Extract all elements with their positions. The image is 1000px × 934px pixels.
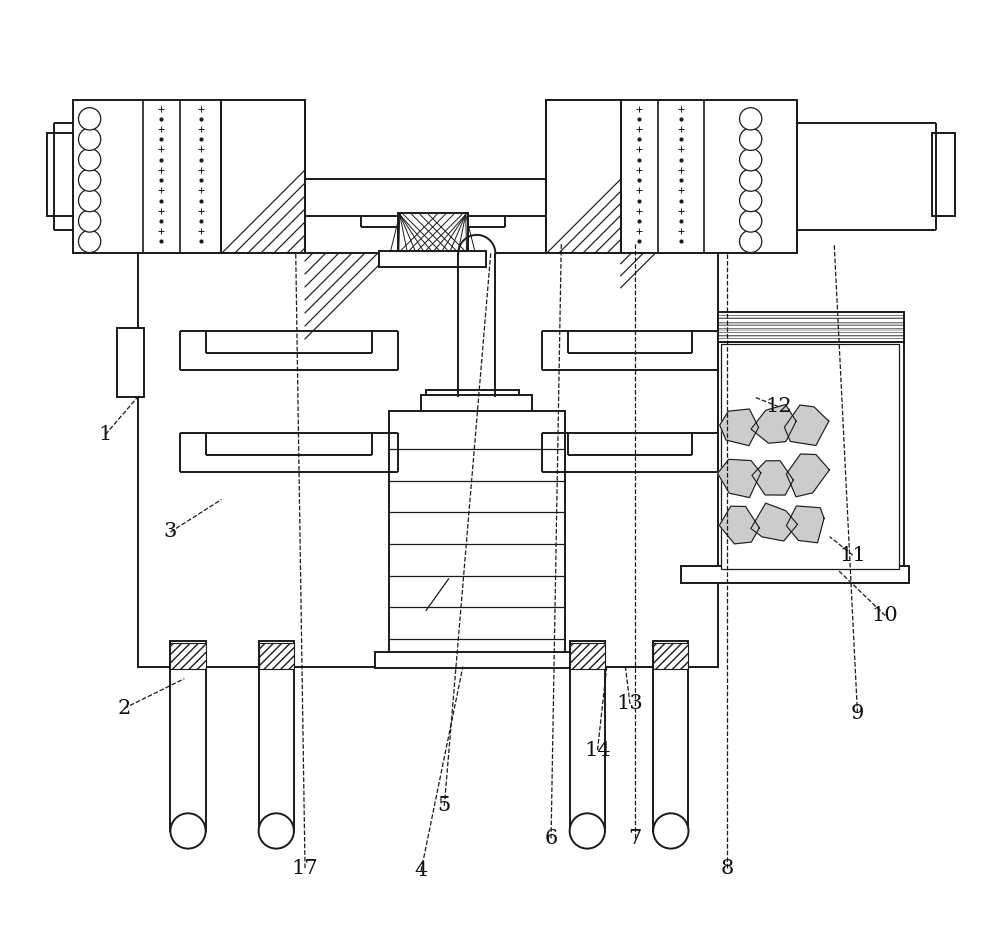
Circle shape <box>740 190 762 212</box>
Bar <box>221 100 305 253</box>
Text: 2: 2 <box>117 699 131 718</box>
Circle shape <box>740 231 762 252</box>
Polygon shape <box>720 409 759 446</box>
Circle shape <box>740 128 762 150</box>
Polygon shape <box>752 460 793 495</box>
Bar <box>718 347 746 416</box>
Text: 7: 7 <box>628 828 641 848</box>
Polygon shape <box>718 460 761 498</box>
Circle shape <box>570 814 605 849</box>
Text: 3: 3 <box>164 522 177 542</box>
Text: 8: 8 <box>721 858 734 878</box>
Circle shape <box>78 149 101 171</box>
Bar <box>206 432 372 455</box>
Circle shape <box>170 814 206 849</box>
Text: 14: 14 <box>584 741 611 759</box>
Bar <box>398 213 468 253</box>
Bar <box>259 644 294 670</box>
Circle shape <box>78 107 101 130</box>
Circle shape <box>78 169 101 191</box>
Bar <box>718 312 904 342</box>
Bar <box>568 432 692 455</box>
Polygon shape <box>786 454 829 497</box>
Bar <box>681 566 909 583</box>
Circle shape <box>78 231 101 252</box>
Bar <box>570 641 605 831</box>
Circle shape <box>740 107 762 130</box>
Bar <box>259 641 294 831</box>
Circle shape <box>740 149 762 171</box>
Bar <box>170 641 206 831</box>
Bar <box>206 331 372 353</box>
Polygon shape <box>786 506 824 543</box>
Polygon shape <box>719 506 759 544</box>
Bar <box>721 345 899 569</box>
Bar <box>718 318 904 573</box>
Circle shape <box>78 128 101 150</box>
Polygon shape <box>751 503 797 541</box>
Polygon shape <box>751 404 796 444</box>
Bar <box>546 100 797 253</box>
Circle shape <box>653 814 688 849</box>
Circle shape <box>78 210 101 233</box>
Bar <box>73 100 305 253</box>
Bar <box>375 652 579 669</box>
Bar <box>170 644 206 670</box>
Bar <box>570 644 605 670</box>
Bar <box>546 100 621 253</box>
Circle shape <box>78 190 101 212</box>
Text: 10: 10 <box>872 606 899 625</box>
Bar <box>568 331 692 353</box>
Bar <box>138 253 718 667</box>
Circle shape <box>740 210 762 233</box>
Polygon shape <box>458 234 495 253</box>
Circle shape <box>740 169 762 191</box>
Bar <box>426 389 519 416</box>
Bar <box>932 133 955 217</box>
Text: 6: 6 <box>544 828 558 848</box>
Text: 11: 11 <box>839 545 866 565</box>
Bar <box>379 250 486 267</box>
Circle shape <box>259 814 294 849</box>
Text: 5: 5 <box>438 797 451 815</box>
Bar <box>389 411 565 658</box>
Text: 1: 1 <box>99 425 112 444</box>
Bar <box>653 641 688 831</box>
Text: 12: 12 <box>765 397 792 417</box>
Polygon shape <box>784 405 829 446</box>
Text: 4: 4 <box>414 861 428 881</box>
Text: 13: 13 <box>617 694 643 714</box>
Bar <box>117 328 144 397</box>
Text: 9: 9 <box>851 703 864 723</box>
Bar <box>47 133 73 217</box>
Bar <box>653 644 688 670</box>
Text: 17: 17 <box>292 858 318 878</box>
Bar <box>421 394 532 411</box>
